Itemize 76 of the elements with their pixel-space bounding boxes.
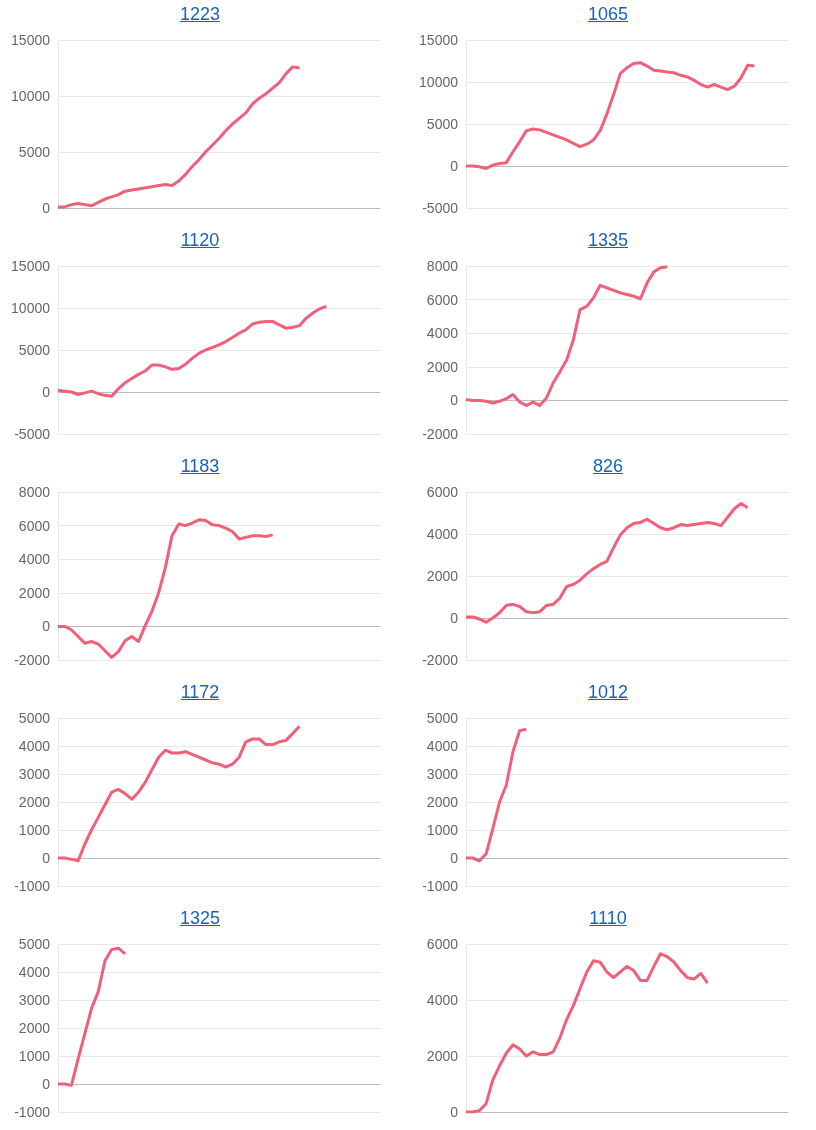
chart-title: 1183 — [179, 456, 221, 477]
y-tick-label: 0 — [450, 610, 459, 626]
y-tick-label: 3000 — [18, 766, 51, 782]
line-series — [464, 727, 528, 863]
y-tick-label: 10000 — [419, 74, 459, 90]
chart-title: 1110 — [588, 908, 628, 929]
y-tick-label: 4000 — [18, 738, 51, 754]
line-series — [56, 65, 301, 209]
y-tick-label: 2000 — [426, 358, 459, 375]
chart-title: 1335 — [586, 230, 629, 251]
y-tick-label: 1000 — [18, 1048, 51, 1064]
y-tick-label: 2000 — [18, 794, 51, 810]
y-tick-label: 0 — [42, 384, 51, 400]
y-tick-label: 3000 — [426, 766, 459, 782]
y-tick-label: 0 — [450, 1104, 459, 1120]
y-tick-label: 10000 — [11, 88, 51, 104]
y-tick-label: 0 — [42, 1076, 51, 1092]
y-tick-label: -1000 — [14, 1104, 51, 1120]
y-tick-label: 5000 — [18, 710, 51, 726]
y-tick-label: 5000 — [426, 710, 459, 726]
y-tick-label: -2000 — [422, 426, 459, 442]
line-series — [464, 502, 750, 624]
y-tick-label: 0 — [42, 200, 51, 216]
chart-title: 1065 — [586, 4, 629, 25]
y-tick-label: 4000 — [426, 738, 459, 754]
y-tick-label: 6000 — [426, 484, 459, 500]
y-tick-label: 2000 — [426, 568, 459, 584]
chart-title: 1012 — [586, 682, 629, 703]
y-tick-label: 4000 — [18, 964, 51, 980]
y-tick-label: -2000 — [422, 652, 459, 668]
y-tick-label: 0 — [450, 392, 459, 409]
y-tick-label: -1000 — [422, 878, 459, 894]
chart-title: 1172 — [179, 682, 221, 703]
y-tick-label: 4000 — [426, 325, 459, 342]
y-tick-label: 8000 — [426, 258, 459, 274]
y-tick-label: 2000 — [18, 1020, 51, 1036]
chart-title: 1325 — [178, 908, 221, 929]
y-tick-label: -5000 — [422, 200, 459, 216]
chart-title: 826 — [591, 456, 624, 477]
y-tick-label: 2000 — [426, 794, 459, 810]
y-tick-label: 5000 — [18, 936, 51, 952]
y-tick-label: 5000 — [18, 144, 51, 160]
y-tick-label: 8000 — [18, 484, 51, 500]
line-series — [56, 946, 127, 1087]
chart-title: 1223 — [178, 4, 221, 25]
line-series — [56, 518, 275, 659]
y-tick-label: 6000 — [426, 936, 459, 952]
y-tick-label: 15000 — [419, 32, 459, 48]
line-series — [56, 304, 328, 398]
y-tick-label: 15000 — [11, 258, 51, 274]
y-tick-label: 1000 — [18, 822, 51, 838]
line-series — [464, 265, 669, 407]
y-tick-label: 3000 — [18, 992, 51, 1008]
y-tick-label: 0 — [42, 618, 51, 635]
y-tick-label: -2000 — [14, 652, 51, 668]
y-tick-label: 0 — [450, 158, 459, 174]
y-tick-label: 5000 — [426, 116, 459, 132]
y-tick-label: 4000 — [18, 551, 51, 568]
y-tick-label: 10000 — [11, 300, 51, 316]
y-tick-label: 4000 — [426, 992, 459, 1008]
y-tick-label: 15000 — [11, 32, 51, 48]
y-tick-label: 2000 — [426, 1048, 459, 1064]
y-tick-label: -5000 — [14, 426, 51, 442]
line-series — [56, 724, 301, 863]
y-tick-label: 6000 — [18, 517, 51, 534]
y-tick-label: 0 — [42, 850, 51, 866]
y-tick-label: 4000 — [426, 526, 459, 542]
y-tick-label: 0 — [450, 850, 459, 866]
line-series — [464, 952, 709, 1114]
y-tick-label: 1000 — [426, 822, 459, 838]
y-tick-label: 6000 — [426, 291, 459, 308]
y-tick-label: 2000 — [18, 584, 51, 601]
line-series — [464, 61, 756, 171]
y-tick-label: -1000 — [14, 878, 51, 894]
chart-title: 1120 — [179, 230, 221, 251]
y-tick-label: 5000 — [18, 342, 51, 358]
